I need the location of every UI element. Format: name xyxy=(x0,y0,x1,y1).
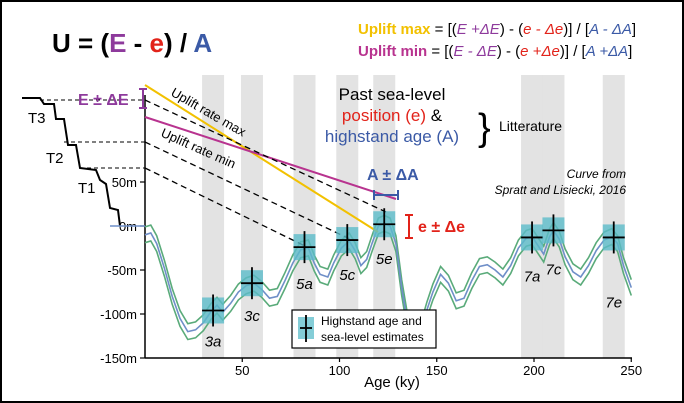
brace: } xyxy=(478,107,491,149)
y-tick-label: -150m xyxy=(100,351,137,366)
isotope-stage-labels: 3a 3c 5a 5c 5e 7a 7c 7e xyxy=(205,251,622,350)
legend-line-2: sea-level estimates xyxy=(321,330,424,344)
legend: Highstand age and sea-level estimates xyxy=(291,309,437,349)
min_expr-part-0: [( xyxy=(444,43,453,60)
formula-e-big: E xyxy=(109,28,126,58)
formula-u: U xyxy=(52,28,71,58)
y-tick-label: 50m xyxy=(112,175,137,190)
uplift-max-formula: Uplift max = [(E +ΔE) - (e - Δe)] / [A -… xyxy=(358,21,636,38)
uplift-min-label: Uplift min xyxy=(358,43,427,60)
x-tick-label: 150 xyxy=(426,363,448,378)
litterature-label: Litterature xyxy=(499,118,562,134)
stage-label-7e: 7e xyxy=(605,294,622,311)
legend-box xyxy=(291,309,437,349)
terrace-label-t1: T1 xyxy=(78,180,96,197)
x-tick-label: 250 xyxy=(620,363,642,378)
max_expr-part-4: )] / [ xyxy=(563,21,590,38)
legend-line-1: Highstand age and xyxy=(321,314,422,328)
band-2 xyxy=(293,75,316,358)
band-0 xyxy=(202,75,225,358)
a-delta-label: A ± ΔA xyxy=(367,167,419,184)
stage-label-3c: 3c xyxy=(244,308,260,325)
min_expr-part-5: A +ΔA xyxy=(585,43,628,60)
uplift-min-formula: Uplift min = [(E - ΔE) - (e +Δe)] / [A +… xyxy=(358,43,632,60)
terrace-profile xyxy=(22,97,121,227)
uplift-max-eq: = xyxy=(431,21,448,38)
terrace-label-t2: T2 xyxy=(46,150,64,167)
formula-eq: = ( xyxy=(71,28,110,58)
formula-a: A xyxy=(193,28,212,58)
max_expr-part-1: E +ΔE xyxy=(457,21,501,38)
band-7 xyxy=(602,75,625,358)
a-delta-bracket xyxy=(373,190,399,200)
e-small-delta-label: e ± Δe xyxy=(418,219,465,236)
e-delta-bracket xyxy=(139,88,147,109)
max_expr-part-0: [( xyxy=(448,21,457,38)
y-tick-label: -100m xyxy=(100,307,137,322)
stage-label-7c: 7c xyxy=(546,261,562,278)
e-delta-label: E ± ΔE xyxy=(78,92,129,109)
y-tick-label: -50m xyxy=(107,263,137,278)
max_expr-part-3: e - Δe xyxy=(523,21,563,38)
min_expr-part-1: E - ΔE xyxy=(453,43,497,60)
min_expr-part-3: e +Δe xyxy=(520,43,560,60)
projection-dash-2 xyxy=(144,141,353,241)
stage-label-5c: 5c xyxy=(339,267,355,284)
max_expr-part-2: ) - ( xyxy=(500,21,523,38)
position-text: position (e) & xyxy=(342,106,443,125)
min_expr-part-6: ] xyxy=(628,43,632,60)
terrace-label-t3: T3 xyxy=(28,110,46,127)
min_expr-part-4: )] / [ xyxy=(560,43,587,60)
min_expr-part-2: ) - ( xyxy=(497,43,520,60)
formula-close: ) / xyxy=(164,28,193,58)
curve-from: Curve from xyxy=(567,167,626,181)
x-tick-label: 50 xyxy=(235,363,249,378)
curve-source: Spratt and Lisiecki, 2016 xyxy=(495,183,627,197)
uplift-max-label: Uplift max xyxy=(358,21,431,38)
past-sea-level-text: Past sea-level xyxy=(339,85,446,104)
stage-label-5e: 5e xyxy=(376,251,393,268)
stage-label-5a: 5a xyxy=(296,276,313,293)
projection-dash-1 xyxy=(144,99,387,213)
x-tick-label: 200 xyxy=(523,363,545,378)
e-small-delta-bracket xyxy=(405,214,413,239)
stage-label-7a: 7a xyxy=(524,268,541,285)
uplift-min-eq: = xyxy=(427,43,444,60)
stage-label-3a: 3a xyxy=(205,333,222,350)
amp: & xyxy=(426,106,443,125)
highstand-markers xyxy=(202,208,625,327)
formula-e-small: e xyxy=(150,28,164,58)
highstand-age-text: highstand age (A) xyxy=(325,127,459,146)
uplift-max-line xyxy=(144,84,379,233)
max_expr-part-6: ] xyxy=(632,21,636,38)
band-3 xyxy=(336,75,359,358)
max_expr-part-5: A - ΔA xyxy=(588,21,632,38)
formula-minus: - xyxy=(126,28,149,58)
x-axis-label: Age (ky) xyxy=(364,374,420,391)
uplift-formula: U = (E - e) / A xyxy=(52,28,212,58)
position-e: position (e) xyxy=(342,106,426,125)
uplift-min-line xyxy=(144,116,397,200)
band-5 xyxy=(521,75,544,358)
x-tick-label: 100 xyxy=(329,363,351,378)
x-ticks: 50 100 150 200 250 xyxy=(235,358,642,378)
